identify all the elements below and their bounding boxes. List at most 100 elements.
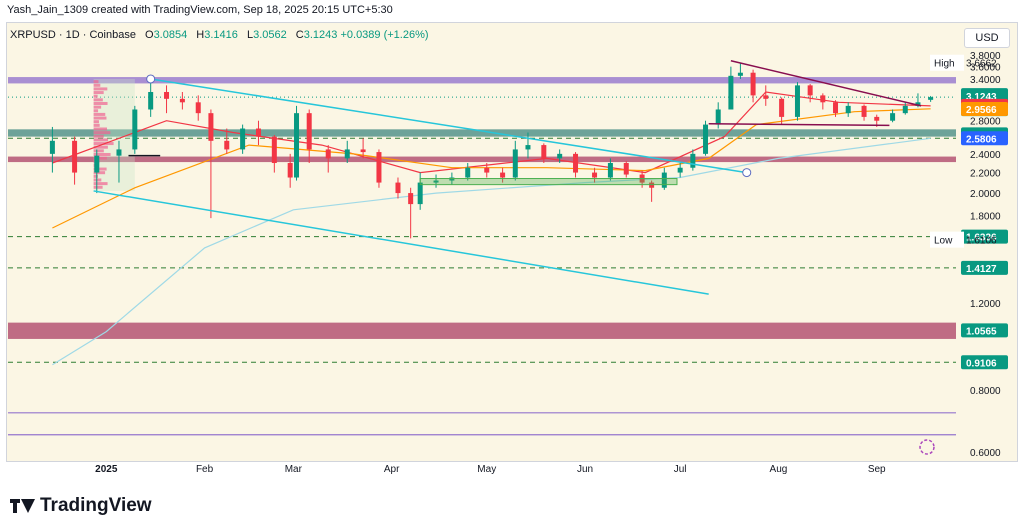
candle-body <box>433 180 439 183</box>
candle <box>690 149 696 171</box>
candle <box>294 105 300 181</box>
time-tick-label: May <box>477 464 496 475</box>
candle <box>287 153 293 188</box>
candle-body <box>915 102 921 106</box>
candle-body <box>541 145 547 159</box>
high-value: 3.1416 <box>204 29 238 41</box>
candle-body <box>294 113 300 178</box>
candle-body <box>240 128 246 150</box>
candle <box>807 84 813 103</box>
candle-body <box>132 109 138 150</box>
candle <box>607 158 613 181</box>
volume-profile-bar <box>93 167 107 171</box>
candle-body <box>661 172 667 188</box>
close-value: 3.1243 <box>303 29 338 41</box>
price-tick-label: 2.8000 <box>970 117 1001 128</box>
time-tick-label: Apr <box>384 464 400 475</box>
candle-body <box>861 105 867 117</box>
price-badge-value: 2.9566 <box>966 105 997 116</box>
candle-body <box>820 95 826 103</box>
candle-body <box>512 149 518 178</box>
candle-body <box>179 98 185 103</box>
candle <box>737 63 743 79</box>
alert-icon-ring <box>919 439 935 455</box>
candle <box>512 140 518 181</box>
candle <box>116 140 122 183</box>
price-badge: Low 1.6106 <box>930 231 997 248</box>
candle-body <box>890 113 896 121</box>
candle <box>541 143 547 164</box>
candle <box>484 163 490 178</box>
candle-body <box>592 172 598 178</box>
price-badge: 2.9566 <box>961 102 1008 117</box>
volume-profile-bar <box>93 80 99 84</box>
volume-profile-bar <box>93 134 104 138</box>
candle <box>833 100 839 117</box>
low-value: 3.0562 <box>253 29 287 41</box>
candle <box>861 104 867 121</box>
candle-body <box>902 105 908 114</box>
price-badge-value: 1.6106 <box>966 236 997 247</box>
candle <box>557 149 563 164</box>
time-tick-label: Mar <box>285 464 303 475</box>
time-axis: 2025 Feb Mar Apr May Jun Jul Aug Sep <box>95 464 886 475</box>
candle-body <box>116 149 122 156</box>
price-tick-label: 0.6000 <box>970 448 1001 459</box>
candle-body <box>833 102 839 114</box>
trendline-handle <box>742 168 752 178</box>
candle <box>408 187 414 239</box>
candle <box>750 69 756 103</box>
channel-upper-line <box>150 78 747 174</box>
zone-band <box>8 156 956 163</box>
candle <box>649 180 655 202</box>
candle-body <box>500 172 506 178</box>
candle <box>148 78 154 117</box>
candle <box>500 167 506 183</box>
candle <box>325 145 331 173</box>
candle <box>820 93 826 110</box>
candle-body <box>208 113 214 141</box>
volume-profile-bar <box>93 182 108 186</box>
chart-pane[interactable] <box>6 22 1018 462</box>
volume-profile-bar <box>93 127 108 131</box>
price-badge-value: 1.0565 <box>966 326 997 337</box>
candle <box>728 66 734 110</box>
time-tick-label: Jul <box>674 464 687 475</box>
candle <box>224 128 230 154</box>
price-badge-value: 1.4127 <box>966 264 997 275</box>
candle <box>195 95 201 121</box>
volume-profile-bar <box>93 120 99 124</box>
volume-profile-bar <box>93 112 106 116</box>
low-label: L <box>246 29 254 41</box>
candle-body <box>728 75 734 110</box>
candle <box>845 102 851 117</box>
price-badge-bg <box>961 102 1008 117</box>
price-badge-value: 3.1243 <box>966 92 997 103</box>
candle <box>928 95 934 102</box>
price-badge: High 3.6662 <box>930 54 997 71</box>
volume-profile-bar <box>93 156 107 160</box>
tradingview-logo[interactable]: TradingView <box>10 495 152 517</box>
volume-profile-bar <box>93 138 109 142</box>
volume-profile-bar <box>93 91 104 95</box>
candle-body <box>408 193 414 205</box>
price-tick-label: 3.8000 <box>970 51 1001 62</box>
candle-body <box>395 182 401 194</box>
candle-body <box>164 91 170 99</box>
candle-body <box>928 97 934 100</box>
candle-body <box>750 72 756 96</box>
price-badge: 1.4127 <box>961 260 1008 275</box>
channel-lower-line <box>93 190 709 295</box>
candle <box>525 132 531 159</box>
volume-profile-bar <box>93 178 102 182</box>
volume-profile-bar <box>93 98 103 102</box>
candle-body <box>677 167 683 173</box>
candle <box>208 109 214 219</box>
price-tick-label: 3.6000 <box>970 63 1001 74</box>
volume-profile-bar <box>93 87 108 91</box>
volume-profile-bar <box>93 105 102 109</box>
moving-average-line <box>52 108 931 229</box>
currency-button[interactable]: USD <box>964 28 1010 48</box>
time-tick-label: Sep <box>868 464 886 475</box>
